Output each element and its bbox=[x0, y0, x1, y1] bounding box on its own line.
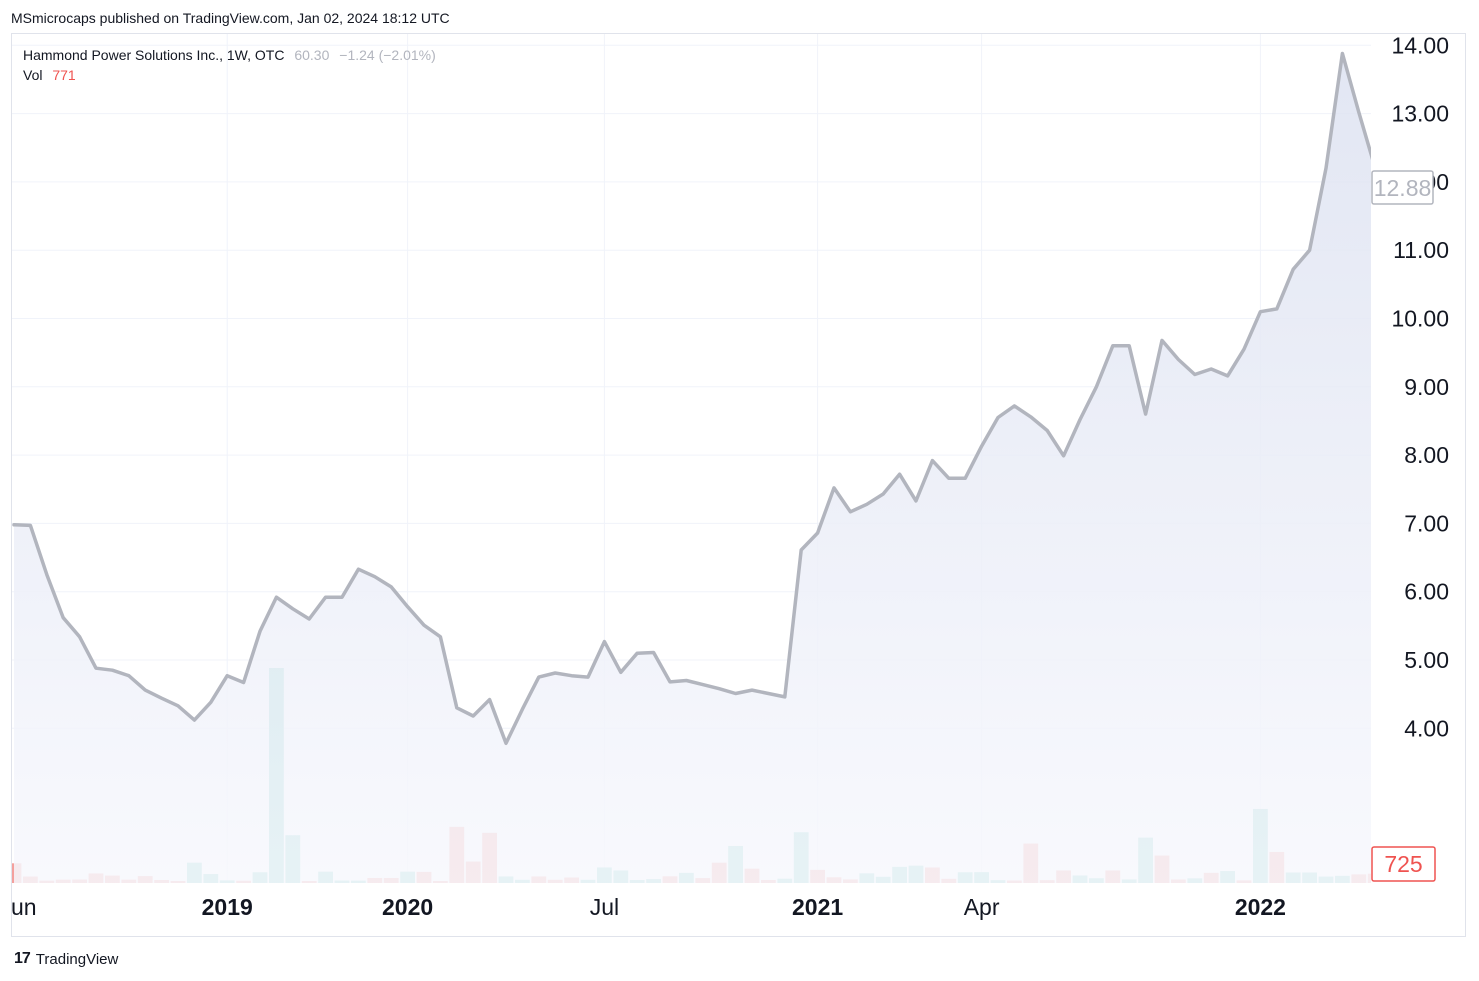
x-tick-label: un bbox=[11, 894, 37, 920]
price-line bbox=[12, 51, 1371, 746]
y-tick-label: 14.00 bbox=[1391, 32, 1449, 58]
last-price-value: 60.30 bbox=[294, 47, 330, 63]
last-price-badge-label: 12.88 bbox=[1374, 175, 1432, 201]
y-tick-label: 5.00 bbox=[1404, 647, 1449, 673]
volume-label: Vol bbox=[23, 67, 43, 83]
last-volume-badge-label: 725 bbox=[1384, 851, 1422, 877]
x-tick-label: 2022 bbox=[1235, 894, 1286, 920]
price-area bbox=[12, 51, 1371, 883]
x-tick-label: 2021 bbox=[792, 894, 843, 920]
x-tick-label: Apr bbox=[964, 894, 1000, 920]
y-tick-label: 7.00 bbox=[1404, 510, 1449, 536]
brand-name: TradingView bbox=[35, 950, 119, 968]
time-axis[interactable]: un 2019 2020 Jul 2021 Apr 2022 bbox=[11, 894, 1286, 920]
x-tick-label: 2019 bbox=[202, 894, 253, 920]
price-change-value: −1.24 (−2.01%) bbox=[339, 47, 436, 63]
last-price-badge bbox=[1371, 170, 1434, 205]
y-tick-label: 10.00 bbox=[1391, 306, 1449, 332]
tradingview-logo-icon: 17 bbox=[14, 950, 31, 967]
price-axis[interactable]: 4.005.006.007.008.009.0010.0011.0012.001… bbox=[1391, 0, 1449, 741]
symbol-legend-row[interactable]: Hammond Power Solutions Inc., 1W, OTC 60… bbox=[23, 45, 436, 65]
last-volume-badge bbox=[1371, 846, 1436, 882]
chart-frame bbox=[11, 33, 1466, 937]
volume-value: 771 bbox=[52, 67, 76, 83]
symbol-title: Hammond Power Solutions Inc., 1W, OTC bbox=[23, 47, 285, 63]
y-tick-label: 9.00 bbox=[1404, 374, 1449, 400]
y-tick-label: 6.00 bbox=[1404, 579, 1449, 605]
publisher-caption: MSmicrocaps published on TradingView.com… bbox=[11, 10, 450, 26]
x-tick-label: 2020 bbox=[382, 894, 433, 920]
grid bbox=[12, 34, 1371, 883]
y-tick-label: 4.00 bbox=[1404, 715, 1449, 741]
axis-badges: 12.88 725 bbox=[1371, 170, 1436, 882]
chart-legend: Hammond Power Solutions Inc., 1W, OTC 60… bbox=[23, 45, 436, 85]
volume-legend-row[interactable]: Vol 771 bbox=[23, 65, 436, 85]
y-tick-label: 13.00 bbox=[1391, 101, 1449, 127]
x-tick-label: Jul bbox=[590, 894, 619, 920]
tradingview-brand[interactable]: 17 TradingView bbox=[14, 950, 118, 968]
y-tick-label: 11.00 bbox=[1393, 237, 1449, 263]
price-area-fill bbox=[14, 53, 1371, 883]
y-tick-label: 8.00 bbox=[1404, 442, 1449, 468]
